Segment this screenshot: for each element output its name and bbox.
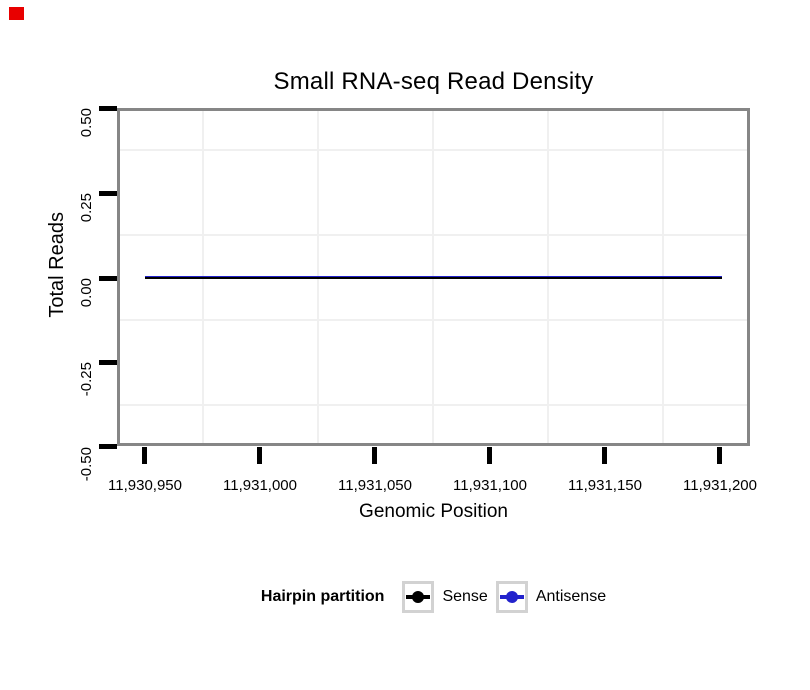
gridline-horizontal <box>120 319 747 321</box>
legend: Hairpin partition Sense Antisense <box>117 579 750 615</box>
legend-key-sense <box>402 581 435 613</box>
y-tick-label: -0.25 <box>78 362 95 397</box>
plot-panel <box>117 108 750 446</box>
x-axis-tick <box>142 447 147 464</box>
x-tick-label: 11,931,050 <box>338 477 412 494</box>
x-axis-tick <box>717 447 722 464</box>
sense-series-line <box>145 277 722 279</box>
gridline-horizontal <box>120 404 747 406</box>
y-axis-tick <box>99 360 117 365</box>
x-axis-tick <box>257 447 262 464</box>
legend-label-antisense: Antisense <box>535 588 607 605</box>
y-axis-tick <box>99 444 117 449</box>
x-axis-tick <box>487 447 492 464</box>
y-tick-label: -0.50 <box>78 447 95 482</box>
y-axis-title: Total Reads <box>46 212 68 318</box>
y-axis-tick <box>99 191 117 196</box>
y-tick-label: 0.25 <box>78 193 95 223</box>
y-axis-tick <box>99 106 117 111</box>
y-axis-tick <box>99 276 117 281</box>
x-tick-label: 11,931,200 <box>683 477 757 494</box>
red-corner-marker <box>9 7 24 20</box>
legend-title: Hairpin partition <box>260 588 385 605</box>
x-axis-tick <box>602 447 607 464</box>
legend-key-antisense <box>495 581 528 613</box>
chart-title: Small RNA-seq Read Density <box>273 68 594 95</box>
gridline-horizontal <box>120 149 747 151</box>
x-tick-label: 11,930,950 <box>108 477 182 494</box>
legend-label-sense: Sense <box>442 588 488 605</box>
y-tick-label: 0.00 <box>78 278 95 308</box>
point-glyph-icon <box>505 591 518 603</box>
x-axis-tick <box>372 447 377 464</box>
x-tick-label: 11,931,000 <box>223 477 297 494</box>
x-axis-title: Genomic Position <box>359 501 508 522</box>
gridline-horizontal <box>120 234 747 236</box>
point-glyph-icon <box>412 591 425 603</box>
x-tick-label: 11,931,100 <box>453 477 527 494</box>
x-tick-label: 11,931,150 <box>568 477 642 494</box>
y-tick-label: 0.50 <box>78 108 95 138</box>
